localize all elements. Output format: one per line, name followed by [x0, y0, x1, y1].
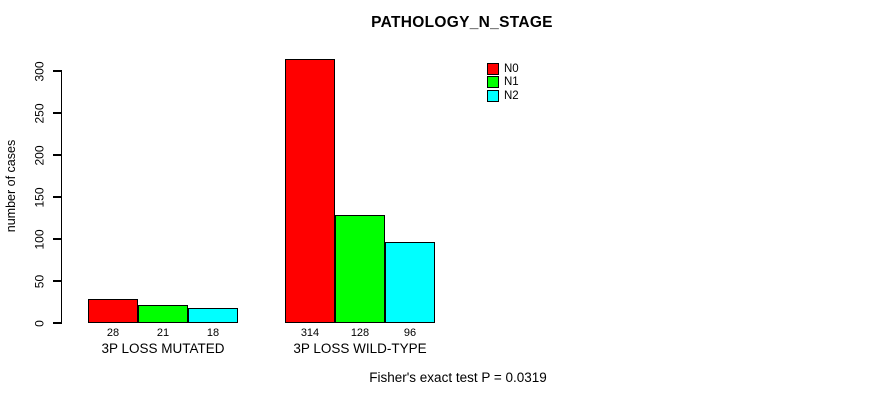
y-tick [53, 238, 61, 240]
legend-swatch-n0 [487, 62, 499, 75]
category-label: 3P LOSS WILD-TYPE [293, 341, 427, 356]
legend-swatch-n2 [487, 89, 499, 102]
y-tick-label: 150 [32, 186, 47, 208]
y-tick-label: 0 [32, 319, 47, 327]
y-tick [53, 280, 61, 282]
bar-value-label: 96 [403, 327, 417, 339]
chart-title: PATHOLOGY_N_STAGE [371, 14, 553, 31]
bar-value-label: 128 [350, 327, 370, 339]
y-axis-label: number of cases [4, 139, 18, 233]
bar-value-label: 314 [300, 327, 320, 339]
bar-n2-group-1 [385, 242, 435, 323]
y-tick-label: 300 [32, 60, 47, 82]
y-tick [53, 70, 61, 72]
bar-n0-group-0 [88, 299, 138, 323]
y-tick [53, 196, 61, 198]
bar-value-label: 21 [156, 327, 170, 339]
bar-value-label: 28 [106, 327, 120, 339]
legend-label-n1: N1 [504, 76, 519, 89]
y-tick-label: 200 [32, 144, 47, 166]
y-tick-label: 100 [32, 228, 47, 250]
legend-label-n0: N0 [504, 62, 519, 75]
legend-item-n0: N0 [487, 62, 519, 76]
bar-n1-group-0 [138, 305, 188, 323]
category-label: 3P LOSS MUTATED [101, 341, 225, 356]
y-tick [53, 112, 61, 114]
legend-item-n1: N1 [487, 76, 519, 90]
legend-label-n2: N2 [504, 89, 519, 102]
legend: N0 N1 N2 [487, 62, 519, 103]
y-tick-label: 250 [32, 102, 47, 124]
annotation-text: Fisher's exact test P = 0.0319 [369, 370, 547, 385]
y-axis-line [61, 70, 63, 324]
bar-value-label: 18 [206, 327, 220, 339]
bar-n1-group-1 [335, 215, 385, 323]
bar-n2-group-0 [188, 308, 238, 323]
y-tick [53, 322, 61, 324]
bar-n0-group-1 [285, 59, 335, 323]
y-tick [53, 154, 61, 156]
legend-item-n2: N2 [487, 89, 519, 103]
legend-swatch-n1 [487, 76, 499, 89]
y-tick-label: 50 [32, 274, 47, 288]
